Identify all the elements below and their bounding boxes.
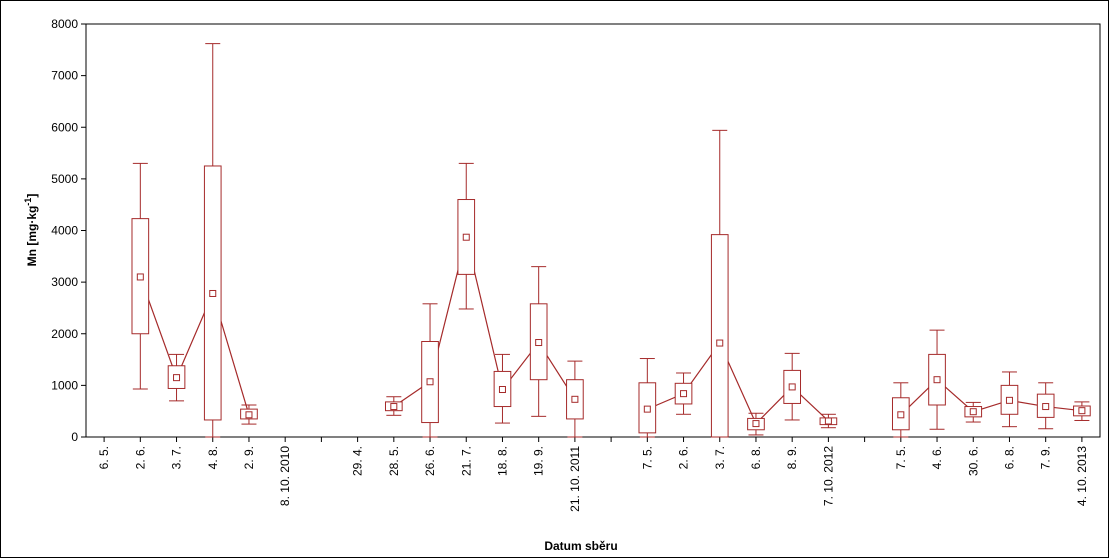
median-marker: [933, 376, 941, 384]
median-marker: [1042, 403, 1050, 411]
x-tick-label: 4. 10. 2013: [1075, 446, 1089, 506]
x-tick-label: 4. 8.: [206, 446, 220, 469]
x-tick-label: 28. 5.: [387, 446, 401, 476]
x-tick-label: 4. 6.: [930, 446, 944, 469]
y-tick-label: 1000: [51, 378, 78, 392]
iqr-box: [710, 234, 729, 438]
x-tick-label: 21. 7.: [459, 446, 473, 476]
median-marker: [1078, 407, 1086, 415]
median-marker: [136, 273, 144, 281]
x-tick-label: 8. 10. 2010: [278, 446, 292, 506]
x-tick-label: 7. 10. 2012: [821, 446, 835, 506]
x-axis-title: Datum sběru: [544, 539, 617, 553]
median-marker: [716, 339, 724, 347]
x-tick-label: 21. 10. 2011: [568, 446, 582, 512]
x-tick-label: 29. 4.: [351, 446, 365, 476]
y-tick-label: 7000: [51, 69, 78, 83]
y-tick-label: 0: [71, 430, 78, 444]
median-marker: [1005, 396, 1013, 404]
median-marker: [426, 378, 434, 386]
x-tick-label: 19. 9.: [532, 446, 546, 476]
median-marker: [680, 390, 688, 398]
y-axis-title: Mn [mg·kg-1]: [23, 194, 39, 267]
median-marker: [390, 403, 398, 411]
median-marker: [824, 417, 832, 425]
x-tick-label: 3. 7.: [170, 446, 184, 469]
plot-border: [85, 23, 1101, 438]
y-tick-label: 6000: [51, 120, 78, 134]
x-tick-label: 6. 8.: [749, 446, 763, 469]
median-line: [647, 341, 829, 425]
median-marker: [897, 411, 905, 419]
x-tick-label: 8. 9.: [785, 446, 799, 469]
median-marker: [788, 383, 796, 391]
y-tick-label: 5000: [51, 172, 78, 186]
y-tick-label: 4000: [51, 224, 78, 238]
x-tick-label: 3. 7.: [713, 446, 727, 469]
median-marker: [535, 339, 543, 347]
median-marker: [498, 386, 506, 394]
median-line: [900, 378, 1082, 416]
y-axis-title-end: ]: [25, 194, 39, 198]
x-tick-label: 18. 8.: [495, 446, 509, 476]
y-tick-label: 2000: [51, 327, 78, 341]
plot-area: 0 1000 2000 3000 4000 5000 6000 7000 8000 6. 5. 2.…: [51, 17, 1101, 512]
x-tick-label: 30. 6.: [966, 446, 980, 476]
median-marker: [209, 289, 217, 297]
median-marker: [245, 411, 253, 419]
x-tick-label: 2. 9.: [242, 446, 256, 469]
y-axis-title-sup: -1: [23, 198, 33, 206]
x-tick-label: 7. 5.: [640, 446, 654, 469]
median-marker: [571, 395, 579, 403]
x-tick-label: 6. 8.: [1002, 446, 1016, 469]
x-tick-label: 26. 6.: [423, 446, 437, 476]
x-tick-label: 6. 5.: [97, 446, 111, 469]
y-tick-label: 3000: [51, 275, 78, 289]
median-line: [393, 237, 576, 408]
y-tick-label: 8000: [51, 17, 78, 31]
median-marker: [462, 233, 470, 241]
x-tick-label: 7. 9.: [1039, 446, 1053, 469]
x-tick-label: 7. 5.: [894, 446, 908, 469]
median-marker: [173, 374, 181, 382]
x-tick-label: 2. 6.: [677, 446, 691, 469]
median-marker: [643, 405, 651, 413]
y-axis-title-main: Mn [mg·kg: [25, 206, 39, 267]
median-marker: [969, 408, 977, 416]
median-marker: [752, 420, 760, 428]
x-tick-label: 2. 6.: [133, 446, 147, 469]
median-line: [139, 276, 250, 415]
